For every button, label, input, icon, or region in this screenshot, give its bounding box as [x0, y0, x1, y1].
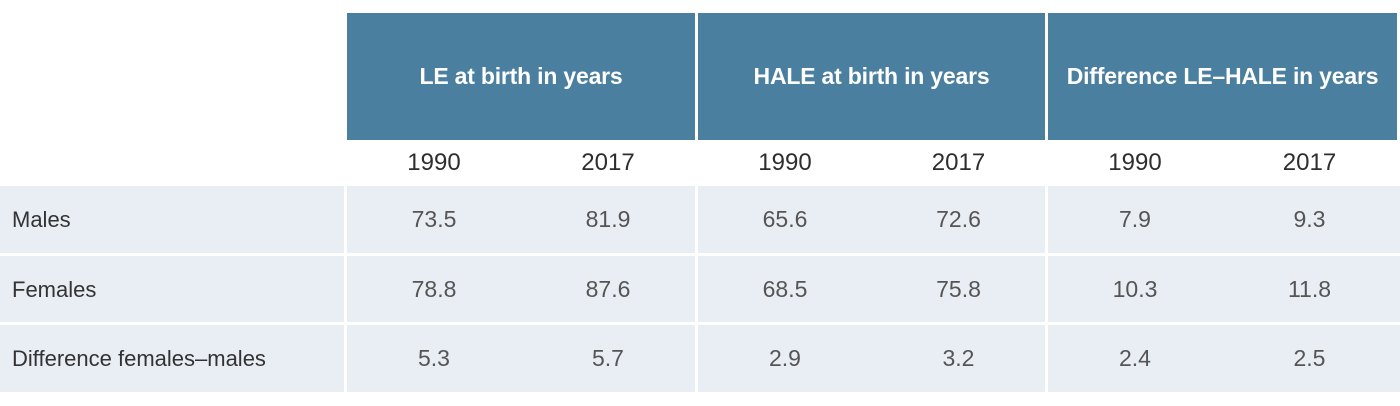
- table-row-bg: [0, 325, 1400, 392]
- table-cell: 75.8: [936, 276, 981, 302]
- year-header: 1990: [758, 149, 812, 176]
- column-group-hale: HALE at birth in years: [698, 13, 1045, 140]
- table-cell: 87.6: [585, 276, 631, 302]
- table-cell: 5.3: [418, 345, 450, 371]
- table-cell: 5.7: [592, 345, 624, 371]
- table-row-bg: [0, 256, 1400, 323]
- column-divider: [344, 186, 347, 392]
- column-divider: [695, 13, 698, 392]
- table-cell: 65.6: [762, 206, 808, 232]
- column-group-hale-label: HALE at birth in years: [753, 63, 990, 89]
- table-cell: 9.3: [1293, 206, 1326, 232]
- table-cell: 78.8: [411, 276, 457, 302]
- column-group-le: LE at birth in years: [347, 13, 695, 140]
- table-cell: 68.5: [762, 276, 808, 302]
- year-header: 2017: [1282, 149, 1337, 176]
- row-divider: [0, 253, 1400, 256]
- table-cell: 10.3: [1112, 276, 1158, 302]
- row-divider: [0, 322, 1400, 325]
- year-header: 2017: [581, 149, 635, 176]
- table-cell: 7.9: [1119, 206, 1151, 232]
- column-group-le-label: LE at birth in years: [419, 63, 623, 89]
- row-label-females: Females: [12, 276, 97, 302]
- column-group-difference: Difference LE–HALE in years: [1048, 13, 1397, 140]
- column-group-difference-label: Difference LE–HALE in years: [1066, 63, 1379, 89]
- table-cell: 11.8: [1287, 276, 1332, 302]
- table-cell: 2.5: [1293, 345, 1326, 371]
- year-header: 1990: [407, 149, 461, 176]
- table-cell: 2.4: [1119, 345, 1151, 371]
- column-divider: [1045, 13, 1048, 392]
- row-label-males: Males: [12, 206, 71, 232]
- year-header: 1990: [1108, 149, 1162, 176]
- table-cell: 3.2: [942, 345, 975, 371]
- row-label-difference: Difference females–males: [12, 345, 266, 371]
- table-cell: 73.5: [411, 206, 457, 232]
- table-cell: 81.9: [585, 206, 631, 232]
- table-cell: 2.9: [769, 345, 801, 371]
- year-header: 2017: [931, 149, 986, 176]
- table-cell: 72.6: [936, 206, 981, 232]
- table-row-bg: [0, 186, 1400, 253]
